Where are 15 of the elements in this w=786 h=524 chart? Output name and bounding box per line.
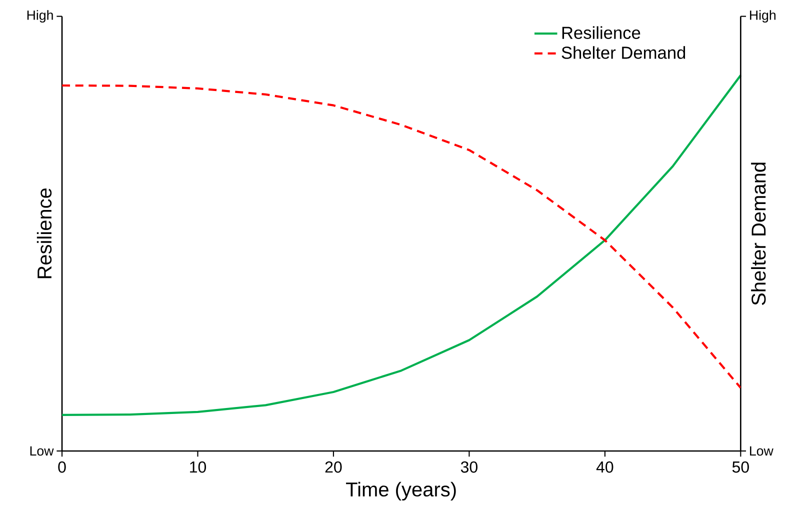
legend-label: Shelter Demand <box>562 46 686 59</box>
text: High <box>27 10 53 23</box>
x-tick-label: 10 <box>190 461 206 473</box>
text: High <box>750 10 776 23</box>
y2-axis-title: Shelter Demand <box>751 162 766 306</box>
x-tick-label: 50 <box>732 461 749 473</box>
x-tick-label: 20 <box>325 461 342 473</box>
text: Low <box>750 446 774 456</box>
x-tick-label: 0 <box>58 461 66 473</box>
legend-label: Resilience <box>562 26 640 39</box>
x-tick-label: 30 <box>460 461 478 473</box>
x-tick-label: 40 <box>596 461 614 473</box>
y-axis-title: Resilience <box>36 188 52 278</box>
x-axis-title: Time (years) <box>346 482 456 500</box>
text: Low <box>30 446 54 456</box>
